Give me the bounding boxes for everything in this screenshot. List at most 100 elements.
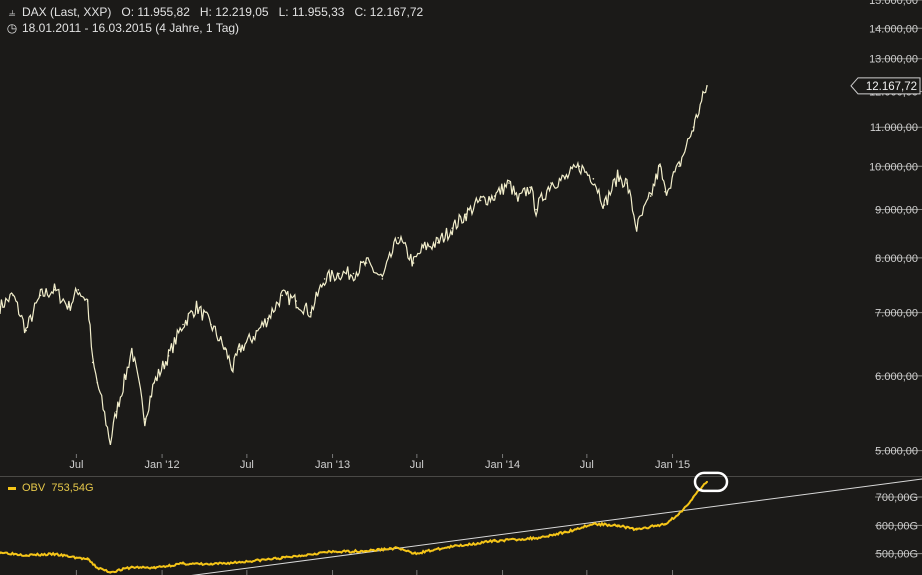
time-tick-label: Jan '14 [485, 459, 520, 471]
price-point [182, 323, 184, 326]
obv-legend-label: OBV 753,54G [22, 482, 94, 494]
obv-point [0, 551, 1, 554]
price-point [267, 317, 269, 320]
price-point [86, 300, 89, 302]
price-point [0, 305, 1, 308]
price-point [365, 262, 368, 264]
price-point [678, 165, 680, 168]
price-tick-label: 7.000,00 [875, 308, 918, 320]
obv-point [323, 551, 326, 554]
instrument-header: ⫨ DAX (Last, XXP) O: 11.955,82 H: 12.219,… [6, 5, 424, 20]
price-tick-label: 10.000,00 [869, 161, 918, 173]
obv-point [412, 552, 415, 555]
time-tick-label: Jul [410, 459, 424, 471]
price-point [550, 182, 552, 184]
price-point [397, 237, 400, 239]
price-point [635, 227, 638, 229]
price-point [53, 289, 56, 291]
obv-point [153, 566, 156, 569]
last-price-marker: 12.167,72 [850, 77, 921, 95]
obv-point [130, 566, 133, 569]
obv-point [86, 558, 89, 561]
price-tick-label: 15.000,00 [869, 0, 918, 7]
price-point [592, 178, 595, 180]
date-range-header: ◷ 18.01.2011 - 16.03.2015 (4 Jahre, 1 Tag… [6, 21, 239, 35]
obv-point [209, 563, 212, 566]
price-point [578, 165, 581, 168]
price-tick-label: 11.000,00 [870, 122, 918, 134]
dax-price-series [0, 85, 708, 446]
obv-point [397, 547, 400, 549]
price-point [309, 311, 312, 314]
obv-point [25, 554, 28, 557]
obv-point [451, 545, 454, 548]
obv-point [706, 480, 708, 483]
price-point [39, 294, 42, 297]
price-point [238, 348, 241, 351]
price-point [109, 441, 112, 444]
time-tick-label: Jul [580, 459, 594, 471]
obv-point [96, 566, 99, 569]
price-point [564, 178, 566, 180]
price-point [529, 186, 531, 189]
price-point [493, 195, 496, 197]
obv-point [616, 524, 619, 527]
price-point [517, 199, 519, 202]
price-point [167, 355, 170, 357]
obv-point [281, 556, 284, 559]
ohlc-bars-icon: ⫨ [8, 5, 16, 19]
price-point [352, 272, 355, 275]
price-tick-label: 6.000,00 [875, 371, 918, 383]
time-tick-label: Jul [240, 459, 254, 471]
price-point [115, 410, 118, 413]
last-price-label: 12.167,72 [866, 81, 917, 93]
instrument-title: DAX (Last, XXP) [22, 5, 112, 19]
obv-tick-label: 600,00G [876, 520, 918, 532]
price-point [12, 294, 14, 297]
obv-point [635, 528, 638, 531]
obv-legend-swatch [8, 486, 16, 490]
price-point [664, 190, 666, 193]
obv-point [678, 513, 681, 515]
price-point [96, 381, 99, 384]
obv-point [563, 531, 566, 534]
obv-point [664, 522, 667, 525]
price-tick-label: 9.000,00 [875, 205, 918, 217]
price-point [252, 335, 255, 338]
time-tick-label: Jul [69, 459, 83, 471]
time-tick-label: Jan '15 [655, 459, 690, 471]
obv-point [592, 522, 595, 525]
time-x-axis: Jul Jan '12 Jul Jan '13 Jul Jan '14 Jul Jan '15 [69, 454, 690, 575]
price-point [295, 300, 298, 302]
clock-icon: ◷ [6, 21, 18, 35]
price-point [649, 195, 652, 197]
price-point [451, 227, 454, 229]
price-point [91, 361, 94, 364]
price-line [0, 85, 708, 446]
obv-point [238, 561, 241, 564]
obv-highlight-ring [693, 471, 729, 493]
price-point [153, 381, 155, 384]
obv-point [535, 537, 538, 540]
obv-trendline [191, 478, 922, 575]
price-point [422, 246, 425, 249]
price-point [131, 348, 133, 351]
price-point [603, 204, 606, 206]
price-tick-label: 5.000,00 [875, 446, 918, 458]
price-point [436, 241, 439, 244]
price-point [479, 199, 482, 202]
obv-point [692, 496, 695, 498]
obv-point [109, 571, 112, 574]
time-tick-label: Jan '13 [315, 459, 350, 471]
obv-point [53, 553, 56, 556]
price-point [144, 418, 146, 420]
price-point [25, 329, 27, 332]
obv-line [0, 481, 708, 574]
price-point [412, 262, 415, 264]
price-point [124, 375, 127, 377]
obv-tick-label: 700,00G [876, 492, 918, 504]
price-point [281, 294, 284, 297]
